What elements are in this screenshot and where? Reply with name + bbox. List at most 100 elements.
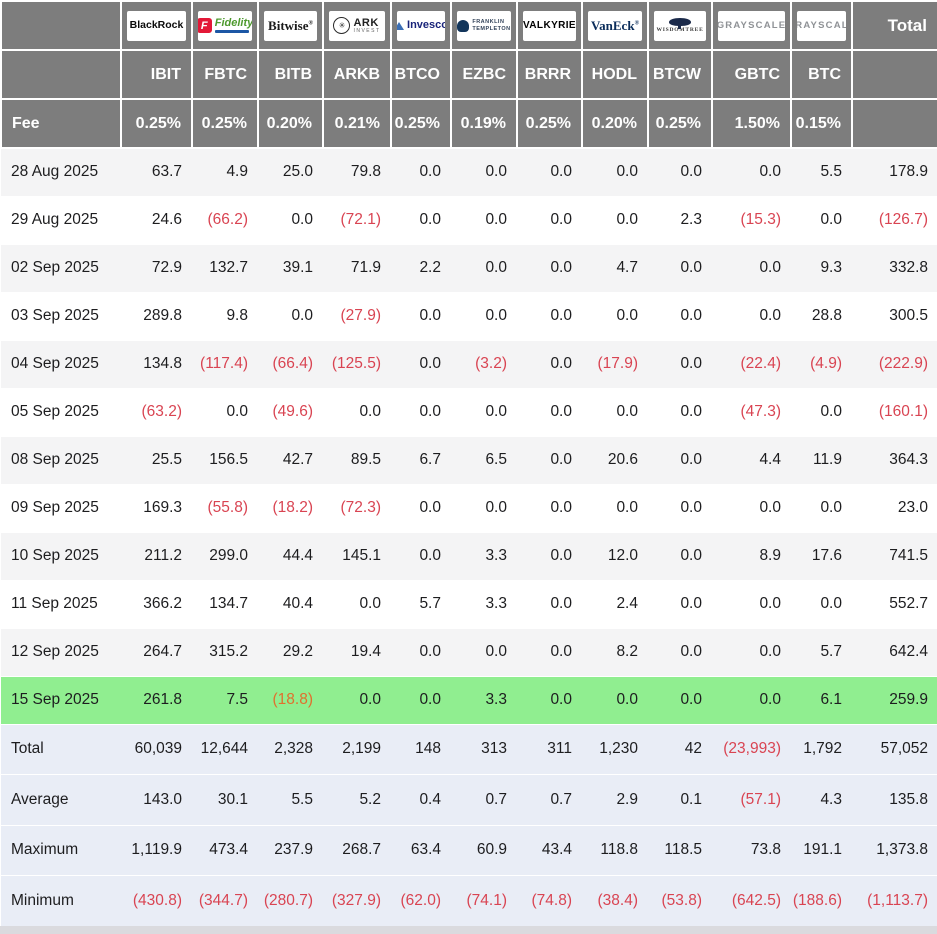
flow-value-cell: 0.0 xyxy=(391,195,451,244)
valkyrie-logo: VALKYRIE xyxy=(523,19,576,31)
summary-value-cell: (74.8) xyxy=(517,875,582,926)
flow-value-cell: 17.6 xyxy=(791,531,852,580)
summary-value-cell: (38.4) xyxy=(582,875,648,926)
flow-value-cell: 0.0 xyxy=(517,435,582,484)
flow-value-cell: 6.1 xyxy=(791,675,852,724)
summary-total-cell: 135.8 xyxy=(852,774,937,825)
summary-value-cell: 2,328 xyxy=(258,723,323,775)
ticker-cell-hodl: HODL xyxy=(581,49,649,100)
date-cell: 15 Sep 2025 xyxy=(1,675,121,724)
flow-value-cell: 40.4 xyxy=(258,579,323,628)
summary-value-cell: (62.0) xyxy=(391,875,451,926)
summary-value-cell: 42 xyxy=(648,723,712,775)
ticker-cell-bitb: BITB xyxy=(257,49,324,100)
grayscale-logo: GRAYSCALE xyxy=(718,19,785,31)
flow-value-cell: 0.0 xyxy=(712,627,791,676)
flow-value-cell: 0.0 xyxy=(517,339,582,388)
flow-value-cell: (66.4) xyxy=(258,339,323,388)
flow-value-cell: 289.8 xyxy=(121,291,192,340)
summary-value-cell: (23,993) xyxy=(712,723,791,775)
flow-value-cell: 0.0 xyxy=(391,339,451,388)
grayscale-logo: GRAYSCALE xyxy=(797,19,846,31)
ark-logo-box: ✳ ARK INVEST xyxy=(329,10,385,41)
flow-value-cell: 0.0 xyxy=(517,243,582,292)
bitwise-logo: Bitwise® xyxy=(268,18,313,33)
date-cell: 28 Aug 2025 xyxy=(1,147,121,196)
fidelity-logo-box: F Fidelity xyxy=(198,10,252,41)
row-total-cell: 178.9 xyxy=(852,147,937,196)
flow-value-cell: (125.5) xyxy=(323,339,391,388)
provider-logo-cell: ✳ ARK INVEST xyxy=(322,0,392,51)
flow-value-cell: 0.0 xyxy=(582,483,648,532)
summary-value-cell: 313 xyxy=(451,723,517,775)
flow-value-cell: 5.7 xyxy=(791,627,852,676)
summary-value-cell: 30.1 xyxy=(192,774,258,825)
flow-value-cell: 4.9 xyxy=(192,147,258,196)
flow-value-cell: 0.0 xyxy=(258,195,323,244)
summary-label-cell: Average xyxy=(1,774,121,825)
flow-value-cell: 0.0 xyxy=(323,387,391,436)
provider-logo-cell: Invesco xyxy=(390,0,452,51)
flow-value-cell: 0.0 xyxy=(517,675,582,724)
wisdomtree-tree-icon xyxy=(669,18,691,29)
ticker-cell-arkb: ARKB xyxy=(322,49,392,100)
date-cell: 03 Sep 2025 xyxy=(1,291,121,340)
flow-value-cell: 0.0 xyxy=(582,291,648,340)
date-cell: 12 Sep 2025 xyxy=(1,627,121,676)
flow-value-cell: 0.0 xyxy=(451,243,517,292)
flow-value-cell: 261.8 xyxy=(121,675,192,724)
flow-value-cell: 63.7 xyxy=(121,147,192,196)
provider-logo-cell: WISDOMTREE xyxy=(647,0,713,51)
ticker-cell-gbtc: GBTC xyxy=(711,49,792,100)
flow-value-cell: 264.7 xyxy=(121,627,192,676)
provider-logo-cell: F Fidelity xyxy=(191,0,259,51)
flow-value-cell: (66.2) xyxy=(192,195,258,244)
flow-value-cell: 8.2 xyxy=(582,627,648,676)
flow-value-cell: (15.3) xyxy=(712,195,791,244)
flow-value-cell: 0.0 xyxy=(391,531,451,580)
flow-value-cell: 0.0 xyxy=(712,291,791,340)
flow-value-cell: 0.0 xyxy=(517,531,582,580)
vaneck-logo: VanEck® xyxy=(590,18,640,33)
table-header: BlackRock F Fidelity Bitwise® ✳ ARK INVEST Inve… xyxy=(0,0,937,149)
flow-value-cell: 0.0 xyxy=(791,483,852,532)
summary-value-cell: 118.8 xyxy=(582,824,648,876)
flow-value-cell: 0.0 xyxy=(648,291,712,340)
fee-cell-ibit: 0.25% xyxy=(120,98,193,149)
flow-value-cell: 0.0 xyxy=(648,627,712,676)
flow-value-cell: 0.0 xyxy=(712,147,791,196)
fee-cell-btco: 0.25% xyxy=(390,98,452,149)
summary-value-cell: 43.4 xyxy=(517,824,582,876)
summary-value-cell: 143.0 xyxy=(121,774,192,825)
flow-value-cell: 0.0 xyxy=(712,483,791,532)
summary-value-cell: 12,644 xyxy=(192,723,258,775)
flow-value-cell: 315.2 xyxy=(192,627,258,676)
flow-value-cell: 0.0 xyxy=(648,531,712,580)
ticker-cell-ibit: IBIT xyxy=(120,49,193,100)
flow-value-cell: 0.0 xyxy=(323,675,391,724)
summary-value-cell: (280.7) xyxy=(258,875,323,926)
flow-value-cell: 0.0 xyxy=(192,387,258,436)
flow-value-cell: 44.4 xyxy=(258,531,323,580)
provider-logo-cell: BlackRock xyxy=(120,0,193,51)
flow-row: 29 Aug 2025 24.6 (66.2) 0.0 (72.1) 0.0 0.0 0.0 0… xyxy=(1,195,937,244)
flow-value-cell: 0.0 xyxy=(517,147,582,196)
flow-value-cell: 28.8 xyxy=(791,291,852,340)
row-total-cell: (160.1) xyxy=(852,387,937,436)
header-empty-cell xyxy=(0,49,122,100)
summary-value-cell: 268.7 xyxy=(323,824,391,876)
flow-value-cell: 156.5 xyxy=(192,435,258,484)
summary-value-cell: (642.5) xyxy=(712,875,791,926)
flow-value-cell: 12.0 xyxy=(582,531,648,580)
date-cell: 04 Sep 2025 xyxy=(1,339,121,388)
bottom-strip xyxy=(0,926,937,934)
flow-value-cell: 134.7 xyxy=(192,579,258,628)
flow-value-cell: 0.0 xyxy=(648,579,712,628)
summary-value-cell: (57.1) xyxy=(712,774,791,825)
fee-cell-btcw: 0.25% xyxy=(647,98,713,149)
flow-value-cell: 5.5 xyxy=(791,147,852,196)
summary-value-cell: 60.9 xyxy=(451,824,517,876)
summary-total-cell: (1,113.7) xyxy=(852,875,937,926)
summary-value-cell: 0.1 xyxy=(648,774,712,825)
